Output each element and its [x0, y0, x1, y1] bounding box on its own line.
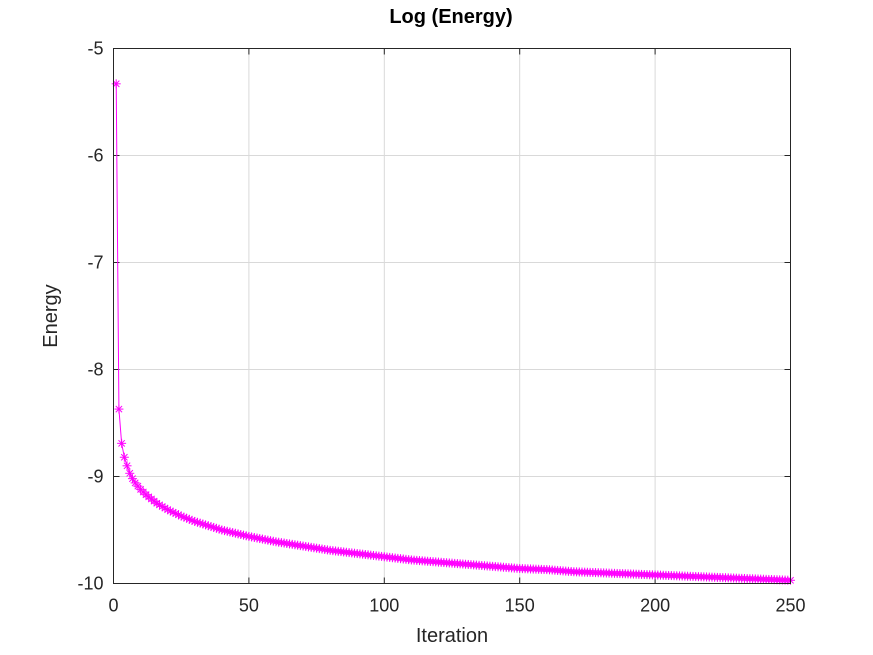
series: [111, 79, 795, 585]
tick-labels: 0 50 100 150 200 250 -10 -9 -8 -7 -6 -5: [77, 39, 805, 616]
x-tick-label: 250: [775, 596, 805, 616]
data-point: [241, 531, 251, 541]
chart-title: Log (Energy): [389, 6, 512, 28]
data-point: [244, 531, 254, 541]
y-tick-label: -7: [87, 253, 103, 273]
data-point: [125, 468, 135, 478]
x-axis-label: Iteration: [416, 625, 488, 647]
y-tick-label: -8: [87, 360, 103, 380]
ticks: [113, 48, 791, 584]
data-point: [122, 461, 132, 471]
x-tick-label: 100: [369, 596, 399, 616]
data-point: [119, 452, 129, 462]
data-point: [117, 438, 127, 448]
grid: [113, 48, 791, 584]
y-tick-label: -10: [77, 574, 103, 594]
plot-frame: [113, 48, 791, 584]
series-line: [115, 83, 791, 581]
x-tick-label: 0: [108, 596, 118, 616]
y-tick-label: -6: [87, 146, 103, 166]
y-axis-label: Energy: [40, 284, 62, 347]
y-tick-label: -9: [87, 467, 103, 487]
x-tick-label: 150: [505, 596, 535, 616]
data-point: [114, 404, 124, 414]
x-tick-label: 50: [239, 596, 259, 616]
y-tick-label: -5: [87, 39, 103, 59]
x-tick-label: 200: [640, 596, 670, 616]
